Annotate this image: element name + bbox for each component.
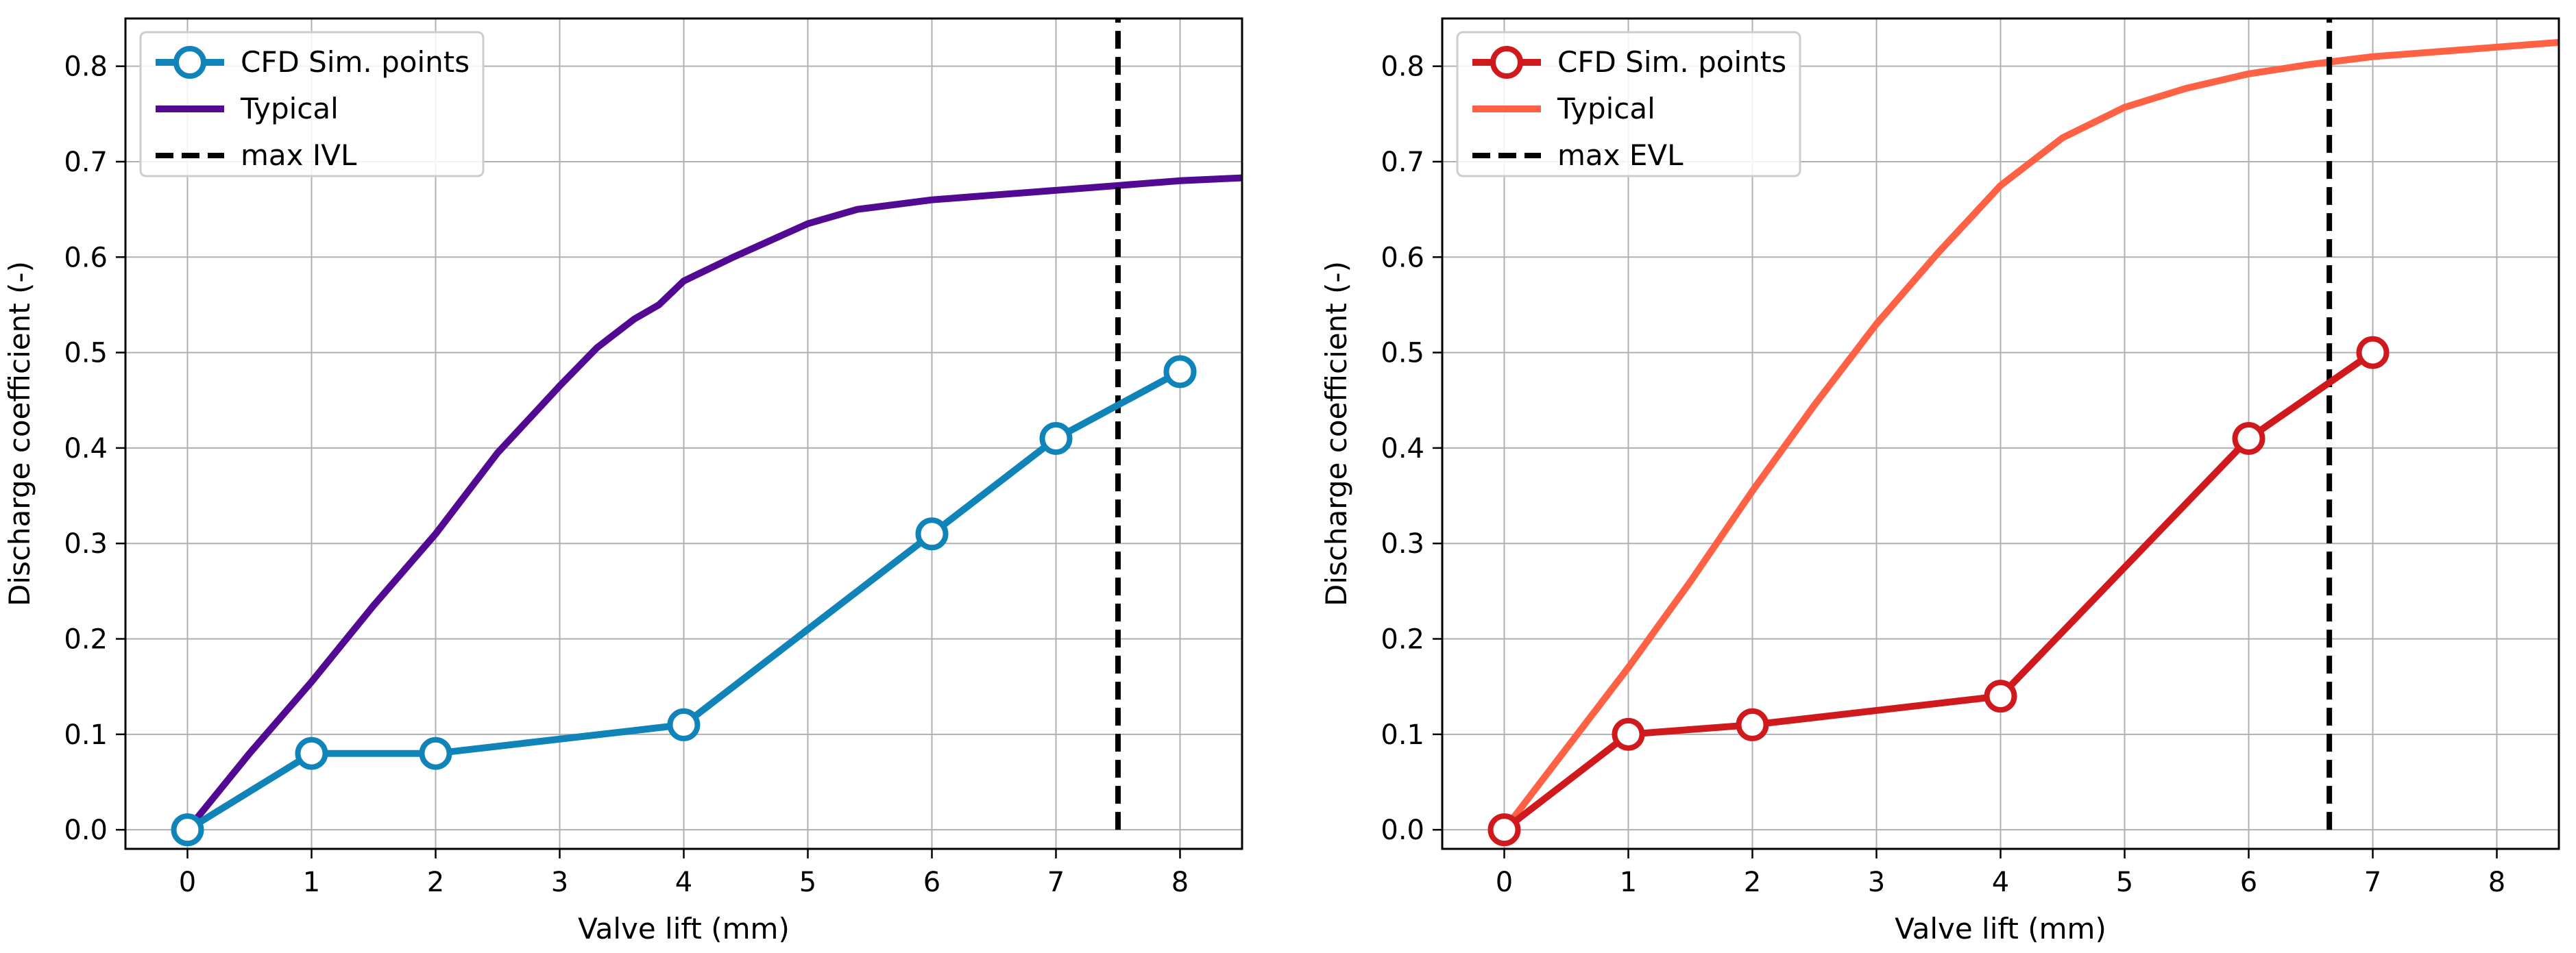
left-xtick-label-2: 2 (427, 867, 444, 898)
left-cfd-point-4 (915, 517, 949, 551)
right-cfd-point-4 (2232, 421, 2265, 455)
left-ticks (116, 65, 1181, 858)
right-cfd-point-2 (1736, 708, 1769, 741)
left-ytick-label-6: 0.6 (64, 242, 108, 273)
right-xtick-label-4: 4 (1992, 867, 2009, 898)
right-series-cfd-line (1500, 349, 2377, 834)
left-xtick-label-1: 1 (303, 867, 320, 898)
right-xtick-label-6: 6 (2240, 867, 2257, 898)
right-cfd-point-3 (1984, 680, 2017, 713)
right-series-typical-line (1500, 38, 2559, 834)
left-cfd-point-0 (171, 813, 204, 847)
right-legend: CFD Sim. points Typical max EVL (1456, 31, 1801, 177)
right-xtick-label-7: 7 (2364, 867, 2381, 898)
left-xtick-label-7: 7 (1047, 867, 1065, 898)
right-ytick-label-4: 0.4 (1381, 433, 1424, 465)
left-cfd-point-6 (1163, 355, 1197, 388)
left-legend-vline-label: max IVL (241, 138, 357, 172)
right-cfd-point-1 (1612, 717, 1645, 751)
left-legend-typical-label: Typical (240, 92, 339, 125)
right-legend-box (1456, 31, 1801, 177)
right-ytick-label-2: 0.2 (1381, 624, 1424, 656)
left-xlabel: Valve lift (mm) (578, 912, 790, 945)
left-ytick-label-2: 0.2 (64, 624, 108, 656)
left-ytick-label-1: 0.1 (64, 719, 108, 751)
left-cfd-point-3 (667, 708, 701, 741)
right-ylabel: Discharge coefficient (-) (1320, 261, 1353, 606)
left-ytick-label-8: 0.8 (64, 51, 108, 83)
left-series-typical-line (184, 174, 1242, 834)
left-legend-box (139, 31, 485, 177)
left-xtick-label-4: 4 (675, 867, 692, 898)
right-xtick-label-0: 0 (1496, 867, 1513, 898)
right-cfd-point-0 (1487, 813, 1521, 847)
left-ylabel: Discharge coefficient (-) (3, 261, 36, 606)
right-xtick-label-3: 3 (1868, 867, 1885, 898)
left-legend-cfd-marker (173, 46, 206, 79)
right-xtick-label-2: 2 (1744, 867, 1761, 898)
right-xlabel: Valve lift (mm) (1895, 912, 2106, 945)
right-axes-frame (1441, 17, 2560, 850)
left-ytick-label-3: 0.3 (64, 528, 108, 560)
left-legend: CFD Sim. points Typical max IVL (139, 31, 485, 177)
right-plot-area (1487, 18, 2559, 847)
left-plot-area (171, 18, 1242, 847)
right-chart: 0 1 2 3 4 5 6 7 8 0.0 0.1 0.2 0.3 0.4 0.5 0.6 0.7 0.8 Valv… (1320, 17, 2560, 945)
right-ytick-label-1: 0.1 (1381, 719, 1424, 751)
left-xtick-label-8: 8 (1171, 867, 1189, 898)
left-ytick-label-5: 0.5 (64, 338, 108, 369)
left-xtick-label-3: 3 (551, 867, 568, 898)
left-ytick-label-0: 0.0 (64, 815, 108, 846)
right-legend-typical-label: Typical (1557, 92, 1655, 125)
right-ytick-label-6: 0.6 (1381, 242, 1424, 273)
right-legend-cfd-label: CFD Sim. points (1557, 45, 1786, 79)
right-ytick-label-0: 0.0 (1381, 815, 1424, 846)
right-ytick-label-8: 0.8 (1381, 51, 1424, 83)
left-chart: 0 1 2 3 4 5 6 7 8 0.0 0.1 0.2 0.3 0.4 0.5 0.6 0.7 0.8 Valv… (3, 17, 1243, 945)
left-ytick-label-4: 0.4 (64, 433, 108, 465)
left-cfd-point-5 (1039, 421, 1073, 455)
right-ytick-label-5: 0.5 (1381, 338, 1424, 369)
left-xtick-label-6: 6 (923, 867, 940, 898)
right-legend-vline-label: max EVL (1557, 138, 1684, 172)
right-xtick-label-1: 1 (1620, 867, 1637, 898)
right-ytick-label-7: 0.7 (1381, 147, 1424, 178)
left-legend-cfd-label: CFD Sim. points (241, 45, 470, 79)
left-ytick-label-7: 0.7 (64, 147, 108, 178)
left-cfd-point-2 (419, 737, 452, 770)
right-xtick-label-5: 5 (2116, 867, 2133, 898)
left-xtick-label-0: 0 (179, 867, 196, 898)
right-ytick-label-3: 0.3 (1381, 528, 1424, 560)
right-legend-cfd-marker (1490, 46, 1523, 79)
left-axes-frame (124, 17, 1243, 850)
right-xtick-label-8: 8 (2488, 867, 2505, 898)
right-cfd-point-5 (2356, 336, 2390, 369)
right-ticks (1433, 65, 2498, 858)
left-cfd-point-1 (295, 737, 328, 770)
left-xtick-label-5: 5 (799, 867, 816, 898)
